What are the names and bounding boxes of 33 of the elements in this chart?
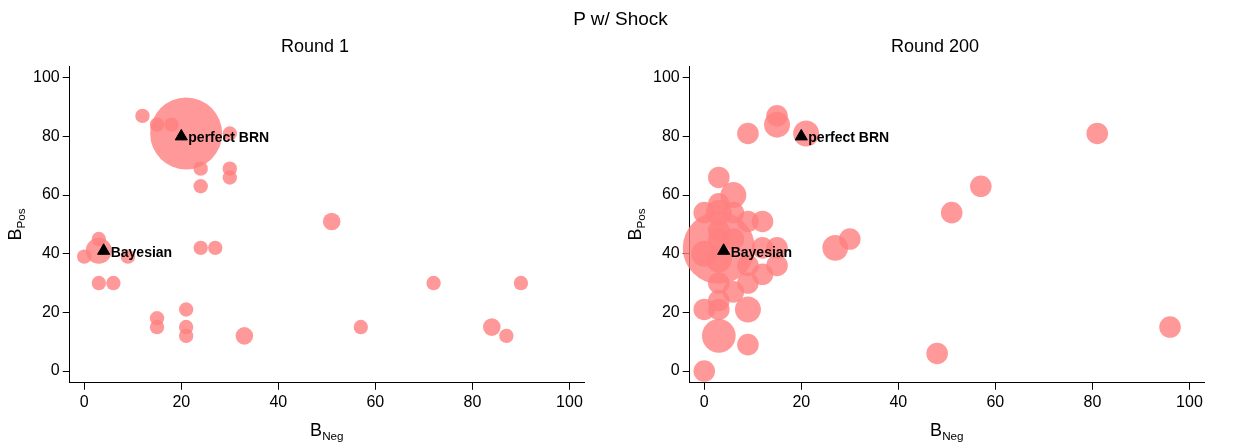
x-tick-label: 0 xyxy=(699,392,709,410)
y-tick-label: 0 xyxy=(50,361,60,379)
x-tick-label: 80 xyxy=(463,392,482,410)
y-tick-label: 20 xyxy=(41,302,60,320)
y-tick-label: 100 xyxy=(32,68,60,86)
y-tick-label: 20 xyxy=(661,302,680,320)
series-label: Bayesian xyxy=(730,243,793,260)
x-tick-label: 40 xyxy=(269,392,288,410)
y-tick-label: 60 xyxy=(41,185,60,203)
x-tick-label: 20 xyxy=(792,392,811,410)
series-label: perfect BRN xyxy=(808,129,890,146)
y-tick-label: 60 xyxy=(661,185,680,203)
y-axis-title: BPos xyxy=(624,208,647,241)
x-tick-label: 100 xyxy=(1176,392,1203,410)
x-tick-label: 60 xyxy=(986,392,1005,410)
series-label: Bayesian xyxy=(110,243,173,260)
y-tick-label: 40 xyxy=(661,244,680,262)
x-tick-label: 0 xyxy=(79,392,89,410)
chart-title: Round 1 xyxy=(280,36,350,57)
series-label: perfect BRN xyxy=(188,129,270,146)
x-tick-label: 100 xyxy=(556,392,583,410)
y-axis-title: BPos xyxy=(4,208,27,241)
x-tick-label: 60 xyxy=(366,392,385,410)
y-tick-label: 80 xyxy=(661,126,680,144)
x-tick-label: 20 xyxy=(172,392,191,410)
text: P w/ Shock xyxy=(572,7,669,30)
y-tick-label: 40 xyxy=(41,244,60,262)
y-tick-label: 0 xyxy=(670,361,680,379)
y-tick-label: 100 xyxy=(652,68,680,86)
x-tick-label: 80 xyxy=(1083,392,1102,410)
y-tick-label: 80 xyxy=(41,126,60,144)
chart-title: Round 200 xyxy=(890,36,980,57)
x-tick-label: 40 xyxy=(889,392,908,410)
